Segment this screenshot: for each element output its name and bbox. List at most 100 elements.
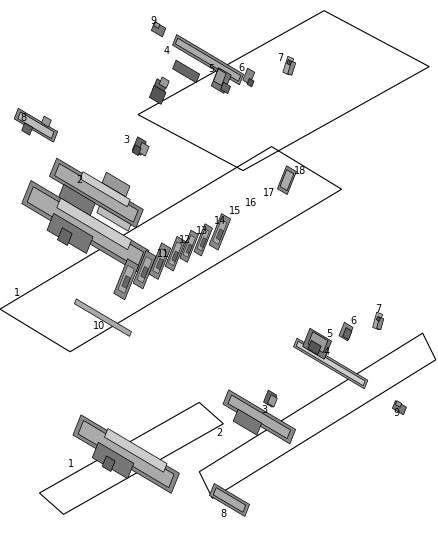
Polygon shape: [211, 68, 231, 93]
Polygon shape: [377, 317, 384, 330]
Text: 14: 14: [214, 216, 226, 225]
Polygon shape: [392, 401, 406, 415]
Polygon shape: [153, 249, 167, 273]
Polygon shape: [22, 123, 32, 135]
Text: 9: 9: [150, 17, 156, 26]
Polygon shape: [165, 237, 185, 271]
Polygon shape: [283, 56, 293, 75]
Polygon shape: [102, 172, 130, 197]
Text: 7: 7: [278, 53, 284, 62]
Polygon shape: [173, 60, 200, 83]
Polygon shape: [92, 442, 134, 479]
Polygon shape: [175, 38, 241, 81]
Polygon shape: [141, 266, 148, 278]
Polygon shape: [221, 82, 230, 94]
Polygon shape: [296, 341, 365, 386]
Polygon shape: [396, 401, 402, 407]
Polygon shape: [169, 242, 182, 265]
Polygon shape: [172, 251, 179, 262]
Text: 11: 11: [157, 249, 169, 259]
Polygon shape: [303, 328, 332, 359]
Polygon shape: [80, 172, 130, 207]
Polygon shape: [173, 35, 244, 85]
Polygon shape: [268, 394, 277, 407]
Polygon shape: [132, 145, 141, 156]
Polygon shape: [209, 483, 250, 516]
Polygon shape: [247, 78, 254, 87]
Polygon shape: [132, 137, 146, 155]
Polygon shape: [73, 415, 180, 494]
Text: 4: 4: [323, 347, 329, 357]
Text: 5: 5: [326, 329, 332, 338]
Polygon shape: [288, 61, 296, 75]
Text: 2: 2: [76, 175, 82, 185]
Text: 12: 12: [179, 236, 191, 245]
Polygon shape: [343, 328, 352, 340]
Polygon shape: [149, 85, 166, 104]
Polygon shape: [197, 229, 209, 251]
Text: 6: 6: [350, 316, 357, 326]
Polygon shape: [151, 22, 166, 37]
Text: 16: 16: [245, 198, 258, 207]
Polygon shape: [18, 112, 54, 139]
Text: 15: 15: [229, 206, 241, 216]
Text: 7: 7: [375, 304, 381, 314]
Polygon shape: [22, 181, 149, 273]
Polygon shape: [57, 228, 72, 246]
Polygon shape: [308, 332, 328, 353]
Polygon shape: [264, 390, 277, 407]
Text: 2: 2: [216, 428, 222, 438]
Polygon shape: [74, 299, 131, 336]
Text: 17: 17: [263, 188, 275, 198]
Polygon shape: [118, 265, 134, 293]
Polygon shape: [287, 60, 291, 65]
Polygon shape: [373, 312, 382, 329]
Polygon shape: [293, 338, 368, 389]
Polygon shape: [78, 421, 174, 488]
Polygon shape: [133, 251, 156, 289]
Text: 1: 1: [67, 459, 74, 469]
Polygon shape: [228, 395, 290, 439]
Polygon shape: [280, 169, 294, 191]
Polygon shape: [223, 390, 296, 444]
Polygon shape: [154, 22, 160, 28]
Polygon shape: [55, 164, 138, 222]
Polygon shape: [213, 488, 246, 512]
Polygon shape: [214, 69, 226, 86]
Polygon shape: [105, 429, 167, 472]
Polygon shape: [194, 224, 212, 256]
Polygon shape: [97, 206, 131, 231]
Polygon shape: [156, 258, 163, 270]
Text: 5: 5: [208, 64, 215, 74]
Polygon shape: [308, 340, 321, 355]
Polygon shape: [200, 238, 206, 247]
Polygon shape: [114, 259, 138, 300]
Text: 1: 1: [14, 288, 20, 298]
Polygon shape: [209, 214, 231, 250]
Polygon shape: [153, 79, 167, 95]
Polygon shape: [137, 256, 152, 283]
Polygon shape: [149, 243, 171, 279]
Text: 13: 13: [196, 226, 208, 236]
Polygon shape: [57, 198, 131, 249]
Polygon shape: [159, 77, 169, 88]
Polygon shape: [376, 316, 381, 321]
Text: 8: 8: [220, 509, 226, 519]
Polygon shape: [233, 409, 261, 435]
Polygon shape: [183, 235, 195, 257]
Polygon shape: [58, 184, 95, 217]
Polygon shape: [277, 166, 297, 195]
Text: 8: 8: [20, 114, 26, 123]
Polygon shape: [339, 322, 353, 341]
Polygon shape: [14, 108, 58, 142]
Polygon shape: [47, 213, 93, 254]
Polygon shape: [102, 456, 115, 472]
Text: 6: 6: [238, 63, 244, 73]
Polygon shape: [122, 276, 131, 288]
Polygon shape: [243, 68, 255, 84]
Polygon shape: [42, 116, 51, 127]
Polygon shape: [186, 244, 192, 254]
Text: 3: 3: [261, 406, 268, 415]
Polygon shape: [27, 187, 144, 268]
Polygon shape: [216, 229, 223, 240]
